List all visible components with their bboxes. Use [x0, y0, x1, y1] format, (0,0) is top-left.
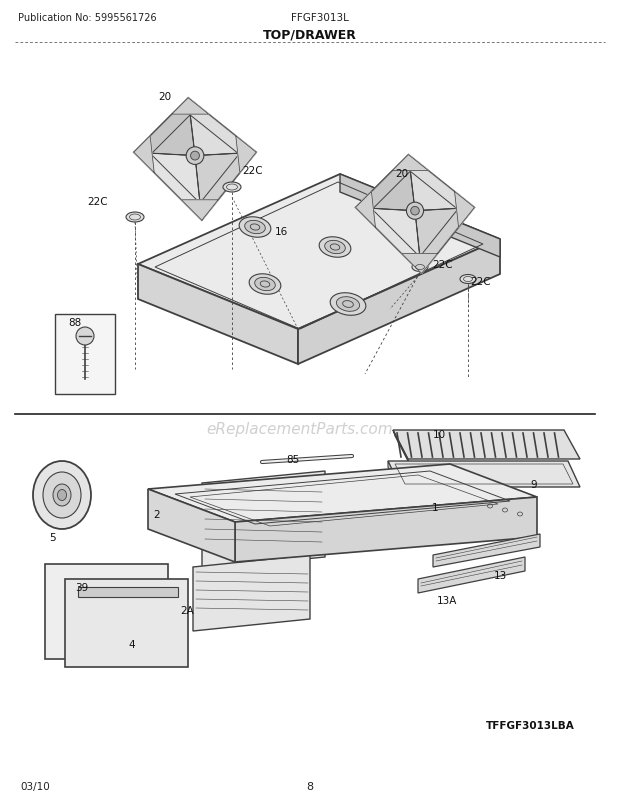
Text: 13: 13 — [494, 570, 507, 581]
Text: 16: 16 — [275, 227, 288, 237]
Circle shape — [190, 152, 200, 161]
Ellipse shape — [126, 213, 144, 223]
Circle shape — [76, 327, 94, 346]
Polygon shape — [134, 153, 202, 221]
Ellipse shape — [43, 472, 81, 518]
Bar — [55, 314, 115, 395]
Text: 22C: 22C — [432, 260, 453, 269]
Ellipse shape — [330, 294, 366, 316]
Text: 88: 88 — [68, 318, 81, 327]
Polygon shape — [182, 200, 218, 221]
Polygon shape — [188, 99, 256, 156]
Polygon shape — [393, 431, 580, 460]
Circle shape — [410, 207, 419, 216]
Polygon shape — [393, 431, 410, 465]
Text: TFFGF3013LBA: TFFGF3013LBA — [486, 720, 575, 730]
Polygon shape — [418, 557, 525, 593]
Text: 1: 1 — [432, 502, 438, 512]
Text: 2: 2 — [153, 509, 159, 520]
Polygon shape — [388, 461, 400, 493]
Ellipse shape — [33, 461, 91, 529]
Ellipse shape — [325, 241, 345, 254]
Polygon shape — [195, 153, 256, 221]
Ellipse shape — [255, 278, 275, 291]
Polygon shape — [356, 192, 375, 228]
Ellipse shape — [249, 274, 281, 295]
Text: 4: 4 — [128, 639, 135, 649]
Ellipse shape — [223, 183, 241, 192]
Text: 39: 39 — [75, 582, 88, 592]
Text: TOP/DRAWER: TOP/DRAWER — [263, 28, 357, 42]
Polygon shape — [392, 156, 428, 171]
Text: eReplacementParts.com: eReplacementParts.com — [206, 422, 393, 437]
Polygon shape — [454, 192, 474, 228]
Polygon shape — [45, 565, 168, 659]
Polygon shape — [78, 587, 178, 597]
Polygon shape — [409, 156, 474, 212]
Polygon shape — [148, 489, 235, 562]
Polygon shape — [356, 156, 415, 212]
Polygon shape — [356, 209, 422, 274]
Ellipse shape — [460, 275, 476, 284]
Text: 22C: 22C — [242, 166, 263, 176]
Polygon shape — [134, 99, 256, 221]
Text: 20: 20 — [395, 168, 408, 179]
Ellipse shape — [58, 490, 66, 501]
Ellipse shape — [337, 298, 360, 312]
Ellipse shape — [245, 221, 265, 234]
Text: 22C: 22C — [87, 196, 108, 207]
Polygon shape — [193, 555, 310, 631]
Text: 85: 85 — [286, 455, 299, 464]
Text: 10: 10 — [433, 429, 446, 439]
Polygon shape — [148, 464, 537, 522]
Circle shape — [407, 203, 423, 220]
Text: 8: 8 — [306, 781, 314, 791]
Polygon shape — [236, 136, 256, 173]
Polygon shape — [298, 240, 500, 365]
Text: 20: 20 — [158, 92, 171, 102]
Polygon shape — [235, 497, 537, 562]
Text: 2A: 2A — [180, 606, 193, 615]
Polygon shape — [415, 209, 474, 274]
Text: 5: 5 — [49, 533, 55, 542]
Polygon shape — [138, 175, 500, 330]
Text: Publication No: 5995561726: Publication No: 5995561726 — [18, 13, 157, 23]
Ellipse shape — [53, 484, 71, 506]
Text: 13A: 13A — [437, 595, 458, 606]
Polygon shape — [134, 136, 154, 173]
Polygon shape — [202, 472, 325, 569]
Polygon shape — [356, 156, 474, 274]
Polygon shape — [388, 461, 580, 488]
Text: 22C: 22C — [470, 277, 490, 286]
Circle shape — [186, 148, 204, 165]
Polygon shape — [138, 265, 298, 365]
Text: 9: 9 — [530, 480, 537, 489]
Polygon shape — [402, 254, 438, 274]
Polygon shape — [433, 534, 540, 567]
Text: FFGF3013L: FFGF3013L — [291, 13, 349, 23]
Text: 03/10: 03/10 — [20, 781, 50, 791]
Polygon shape — [172, 99, 208, 115]
Polygon shape — [340, 175, 500, 257]
Ellipse shape — [239, 217, 271, 238]
Polygon shape — [65, 579, 188, 667]
Ellipse shape — [319, 237, 351, 258]
Polygon shape — [134, 99, 195, 156]
Ellipse shape — [412, 263, 428, 272]
